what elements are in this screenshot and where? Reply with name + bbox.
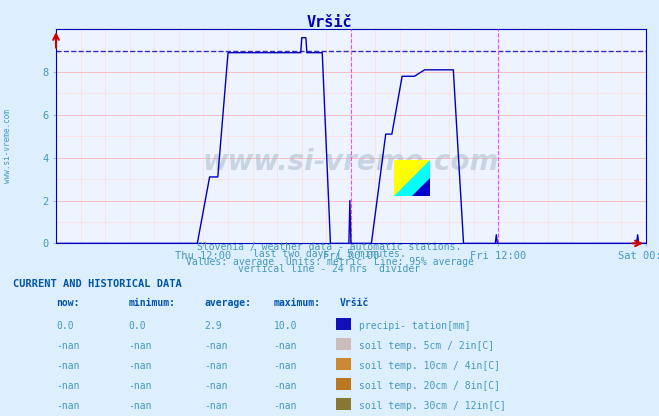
Text: -nan: -nan <box>204 341 228 351</box>
Text: -nan: -nan <box>129 361 152 371</box>
Text: Values: average  Units: metric  Line: 95% average: Values: average Units: metric Line: 95% … <box>186 257 473 267</box>
Polygon shape <box>412 178 430 196</box>
Text: -nan: -nan <box>56 341 80 351</box>
Text: 0.0: 0.0 <box>129 321 146 331</box>
Text: Vršič: Vršič <box>306 15 353 30</box>
Text: 2.9: 2.9 <box>204 321 222 331</box>
Text: -nan: -nan <box>273 361 297 371</box>
Text: soil temp. 5cm / 2in[C]: soil temp. 5cm / 2in[C] <box>359 341 494 351</box>
Text: CURRENT AND HISTORICAL DATA: CURRENT AND HISTORICAL DATA <box>13 279 182 289</box>
Text: -nan: -nan <box>204 401 228 411</box>
Text: maximum:: maximum: <box>273 298 320 308</box>
Text: soil temp. 20cm / 8in[C]: soil temp. 20cm / 8in[C] <box>359 381 500 391</box>
Text: -nan: -nan <box>273 401 297 411</box>
Text: now:: now: <box>56 298 80 308</box>
Text: -nan: -nan <box>273 381 297 391</box>
Text: -nan: -nan <box>129 341 152 351</box>
Text: -nan: -nan <box>273 341 297 351</box>
Text: www.si-vreme.com: www.si-vreme.com <box>203 148 499 176</box>
Text: www.si-vreme.com: www.si-vreme.com <box>3 109 13 183</box>
Text: -nan: -nan <box>56 361 80 371</box>
Text: Vršič: Vršič <box>339 298 369 308</box>
Text: soil temp. 10cm / 4in[C]: soil temp. 10cm / 4in[C] <box>359 361 500 371</box>
Text: -nan: -nan <box>129 401 152 411</box>
Polygon shape <box>394 160 430 196</box>
Text: Slovenia / weather data - automatic stations.: Slovenia / weather data - automatic stat… <box>197 242 462 252</box>
Text: -nan: -nan <box>204 361 228 371</box>
Text: precipi- tation[mm]: precipi- tation[mm] <box>359 321 471 331</box>
Text: average:: average: <box>204 298 251 308</box>
Text: -nan: -nan <box>129 381 152 391</box>
Text: soil temp. 30cm / 12in[C]: soil temp. 30cm / 12in[C] <box>359 401 506 411</box>
Text: vertical line - 24 hrs  divider: vertical line - 24 hrs divider <box>239 264 420 274</box>
Text: last two days / 5 minutes.: last two days / 5 minutes. <box>253 249 406 259</box>
Text: -nan: -nan <box>204 381 228 391</box>
Polygon shape <box>394 160 430 196</box>
Text: -nan: -nan <box>56 401 80 411</box>
Text: 0.0: 0.0 <box>56 321 74 331</box>
Text: 10.0: 10.0 <box>273 321 297 331</box>
Text: minimum:: minimum: <box>129 298 175 308</box>
Text: -nan: -nan <box>56 381 80 391</box>
